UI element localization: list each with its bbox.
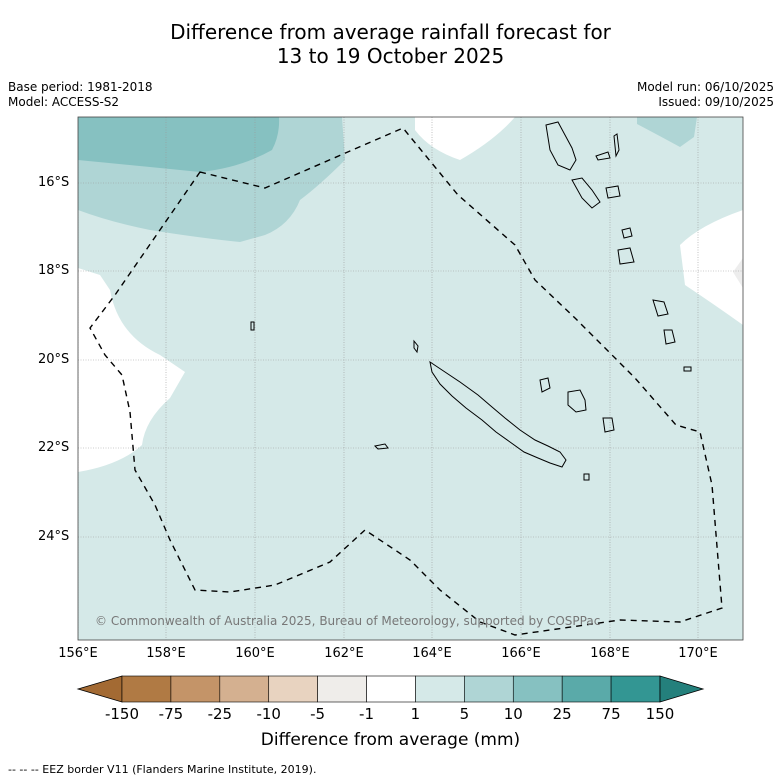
title-line-1: Difference from average rainfall forecas… bbox=[170, 20, 611, 44]
base-period: Base period: 1981-2018 bbox=[8, 80, 153, 94]
walpole-island bbox=[583, 473, 590, 481]
ouvea-island bbox=[539, 377, 551, 393]
colorbar-segment bbox=[317, 675, 367, 703]
new-caledonia-coast bbox=[429, 360, 567, 468]
chesterfield-reef bbox=[373, 443, 389, 450]
espiritu-santo bbox=[545, 121, 577, 171]
colorbar-tick-label: -25 bbox=[207, 705, 233, 723]
colorbar-segment bbox=[415, 675, 465, 703]
colorbar-segment bbox=[219, 675, 270, 703]
anomaly-white-area-west bbox=[78, 268, 185, 472]
lon-label: 168°E bbox=[590, 646, 630, 661]
eez-legend: -- -- -- EEZ border V11 (Flanders Marine… bbox=[8, 763, 317, 776]
copyright-text: © Commonwealth of Australia 2025, Bureau… bbox=[95, 614, 601, 628]
ambrym-island bbox=[605, 185, 621, 199]
anomaly-white-area-north bbox=[415, 117, 515, 160]
anomaly-25mm-area bbox=[78, 117, 280, 172]
colorbar-segment bbox=[512, 675, 563, 703]
lat-label: 20°S bbox=[38, 352, 70, 367]
colorbar-tick-label: -75 bbox=[158, 705, 184, 723]
colorbar-tick-label: -10 bbox=[256, 705, 281, 723]
colorbar-segment bbox=[268, 675, 318, 703]
issued-date: Issued: 09/10/2025 bbox=[658, 95, 774, 109]
lon-label: 158°E bbox=[146, 646, 186, 661]
lifou-island bbox=[567, 389, 587, 413]
erromango-island bbox=[617, 247, 635, 265]
colorbar-tick-label: 75 bbox=[601, 705, 621, 723]
tanna-island bbox=[663, 329, 676, 345]
colorbar-arrow-low bbox=[76, 675, 123, 703]
aneityum-island bbox=[683, 366, 692, 372]
lon-label: 166°E bbox=[501, 646, 541, 661]
colorbar-tick-label: -150 bbox=[104, 705, 140, 723]
eez-border bbox=[89, 127, 723, 636]
ambae-island bbox=[595, 151, 611, 161]
colorbar-tick-label: -1 bbox=[359, 705, 375, 723]
anomaly-white-area-east bbox=[680, 210, 743, 325]
colorbar-label: Difference from average (mm) bbox=[260, 730, 521, 750]
colorbar-tick-label: 25 bbox=[552, 705, 572, 723]
lon-label: 162°E bbox=[324, 646, 364, 661]
graticule bbox=[78, 117, 743, 640]
maewo-island bbox=[613, 133, 620, 158]
colorbar-tick-label: 5 bbox=[459, 705, 470, 723]
colorbar-tick-label: -5 bbox=[310, 705, 326, 723]
model-run: Model run: 06/10/2025 bbox=[636, 80, 774, 94]
colorbar-tick-label: 1 bbox=[410, 705, 421, 723]
colorbar-arrow-high bbox=[659, 675, 705, 703]
lon-label: 164°E bbox=[412, 646, 452, 661]
loyalty-east-islands bbox=[652, 299, 669, 317]
colorbar-segment bbox=[170, 675, 221, 703]
efate-island bbox=[621, 227, 633, 239]
mare-island bbox=[602, 417, 615, 433]
colorbar-segment bbox=[121, 675, 172, 703]
colorbar-segment bbox=[464, 675, 514, 703]
lat-label: 16°S bbox=[38, 175, 70, 190]
colorbar-segment bbox=[610, 675, 661, 703]
colorbar-tick-label: 150 bbox=[645, 705, 675, 723]
small-island bbox=[250, 321, 255, 331]
meta-left: Base period: 1981-2018 Model: ACCESS-S2 bbox=[8, 80, 153, 110]
map-frame bbox=[77, 116, 744, 641]
lon-label: 160°E bbox=[235, 646, 275, 661]
colorbar-segment bbox=[561, 675, 612, 703]
chart-title: Difference from average rainfall forecas… bbox=[0, 20, 781, 68]
meta-right: Model run: 06/10/2025 Issued: 09/10/2025 bbox=[637, 80, 774, 110]
anomaly-grey-patch bbox=[733, 258, 743, 288]
lon-label: 156°E bbox=[58, 646, 98, 661]
colorbar-segment bbox=[366, 675, 416, 703]
lat-label: 24°S bbox=[38, 529, 70, 544]
belep-islands bbox=[413, 339, 419, 354]
lat-label: 22°S bbox=[38, 440, 70, 455]
title-line-2: 13 to 19 October 2025 bbox=[276, 44, 505, 68]
colorbar-tick-label: 10 bbox=[503, 705, 523, 723]
lat-label: 18°S bbox=[38, 263, 70, 278]
model-name: Model: ACCESS-S2 bbox=[8, 95, 120, 109]
malekula-island bbox=[571, 177, 601, 209]
anomaly-10mm-area-ne bbox=[637, 117, 697, 147]
lon-label: 170°E bbox=[678, 646, 718, 661]
